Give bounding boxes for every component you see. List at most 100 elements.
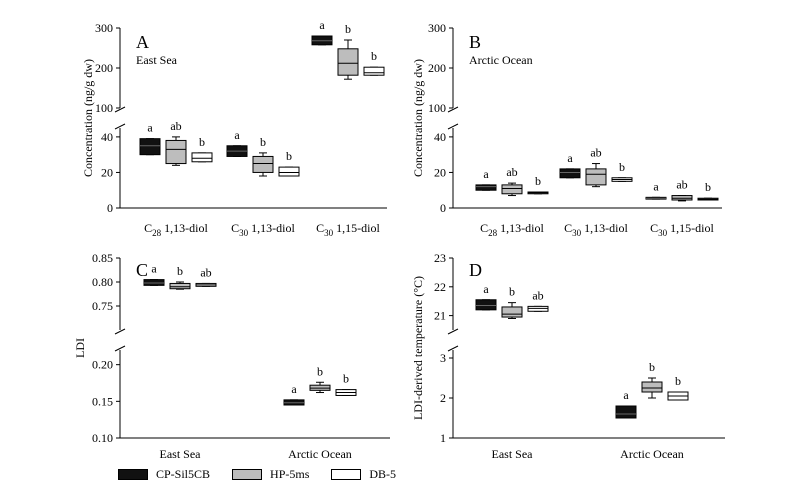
panel-a-category-label-rest: 1,15-diol bbox=[333, 221, 380, 235]
panel-a-category-label-c: C bbox=[231, 221, 239, 235]
panel-c-box-hp-5ms-significance-label: b bbox=[317, 364, 323, 378]
panel-a-box-db-5-body bbox=[363, 66, 385, 76]
legend-label-hp-5ms: HP-5ms bbox=[270, 466, 310, 481]
panel-d-box-db-5: b bbox=[667, 374, 689, 401]
panel-b-category-label: C28 1,13-diol bbox=[480, 221, 544, 238]
panel-a-category-label: C28 1,13-diol bbox=[144, 221, 208, 238]
legend: CP-Sil5CB HP-5ms DB-5 bbox=[118, 464, 418, 484]
panel-a-box-hp-5ms: ab bbox=[165, 119, 187, 166]
panel-d-letter: D bbox=[469, 260, 482, 280]
panel-a-tick-label: 40 bbox=[101, 130, 113, 144]
panel-a-box-cp-sil5cb-significance-label: a bbox=[319, 18, 325, 32]
panel-d-tick-label: 1 bbox=[440, 431, 446, 445]
panel-c-box-cp-sil5cb: a bbox=[283, 382, 305, 406]
panel-b-box-cp-sil5cb-significance-label: a bbox=[483, 167, 489, 181]
panel-d-box-cp-sil5cb-significance-label: a bbox=[483, 282, 489, 296]
panel-a-box-cp-sil5cb-significance-label: a bbox=[234, 128, 240, 142]
panel-b-category-label-rest: 1,13-diol bbox=[497, 221, 544, 235]
panel-a-box-db-5-body bbox=[191, 152, 213, 163]
panel-a-category-label-sub: 30 bbox=[239, 228, 249, 238]
panel-b: 100 200 300 0 20 40 Concentration (ng/g dw) BAr… bbox=[411, 21, 722, 238]
panel-c-box-cp-sil5cb-significance-label: a bbox=[151, 262, 157, 276]
panel-c-letter: C bbox=[136, 260, 148, 280]
panel-c-tick-label: 0.80 bbox=[92, 275, 113, 289]
panel-d-box-hp-5ms-significance-label: b bbox=[509, 285, 515, 299]
panel-a-box-hp-5ms-body bbox=[252, 155, 274, 173]
panel-b-box-cp-sil5cb-body bbox=[559, 168, 581, 179]
panel-c-box-cp-sil5cb: a bbox=[143, 262, 165, 286]
panel-b-category-label-sub: 28 bbox=[488, 228, 498, 238]
panel-b-axis-break-mark bbox=[447, 123, 459, 130]
panel-d-box-cp-sil5cb: a bbox=[615, 388, 637, 419]
panel-a-box-cp-sil5cb: a bbox=[139, 121, 161, 156]
panel-c-box-db-5: b bbox=[335, 372, 357, 396]
panel-d-tick-label: 23 bbox=[434, 251, 446, 265]
panel-b-box-hp-5ms-significance-label: ab bbox=[506, 165, 517, 179]
panel-b-box-cp-sil5cb: a bbox=[475, 167, 497, 191]
panel-d-box-cp-sil5cb-body bbox=[475, 299, 497, 311]
legend-label-cp-sil5cb: CP-Sil5CB bbox=[156, 466, 211, 481]
panel-a-tick-label: 300 bbox=[95, 21, 113, 35]
panel-d-box-cp-sil5cb-significance-label: a bbox=[623, 388, 629, 402]
panel-b-box-hp-5ms: ab bbox=[671, 178, 693, 202]
panel-c-tick-label: 0.10 bbox=[92, 431, 113, 445]
panel-d-tick-label: 3 bbox=[440, 351, 446, 365]
panel-b-box-cp-sil5cb-significance-label: a bbox=[653, 179, 659, 193]
legend-label-db-5: DB-5 bbox=[369, 466, 397, 481]
panel-d-tick-label: 21 bbox=[434, 309, 446, 323]
panel-d-box-hp-5ms-body bbox=[501, 306, 523, 318]
panel-b-tick-label: 40 bbox=[434, 130, 446, 144]
panel-c-box-db-5: ab bbox=[195, 265, 217, 287]
panel-d-box-db-5-significance-label: ab bbox=[532, 288, 543, 302]
legend-item-db-5: DB-5 bbox=[331, 467, 396, 482]
panel-a-box-cp-sil5cb: a bbox=[226, 128, 248, 157]
panel-b-category-label-rest: 1,15-diol bbox=[667, 221, 714, 235]
panel-b-box-db-5-significance-label: b bbox=[535, 174, 541, 188]
panel-d-category-label: East Sea bbox=[492, 447, 534, 461]
panel-d-box-db-5-significance-label: b bbox=[675, 374, 681, 388]
legend-item-cp-sil5cb: CP-Sil5CB bbox=[118, 467, 210, 482]
panel-c-box-hp-5ms: b bbox=[309, 364, 331, 394]
panel-a-box-db-5-significance-label: b bbox=[199, 135, 205, 149]
panel-a-box-hp-5ms-body bbox=[165, 139, 187, 165]
panel-b-tick-label: 100 bbox=[428, 101, 446, 115]
panel-b-box-hp-5ms-significance-label: ab bbox=[676, 178, 687, 192]
panel-a-category-label-rest: 1,13-diol bbox=[248, 221, 295, 235]
panel-b-box-hp-5ms-body bbox=[501, 184, 523, 195]
panel-a-box-db-5: b bbox=[278, 149, 300, 177]
panel-b-box-db-5: b bbox=[611, 160, 633, 182]
panel-d-tick-label: 22 bbox=[434, 280, 446, 294]
panel-b-box-hp-5ms-significance-label: ab bbox=[590, 146, 601, 160]
panel-d-box-hp-5ms: b bbox=[501, 285, 523, 319]
panel-a: 100 200 300 0 20 40 Concentration (ng/g dw) AEa… bbox=[81, 18, 387, 238]
legend-swatch-hp-5ms bbox=[232, 468, 263, 480]
panel-b-box-cp-sil5cb-significance-label: a bbox=[567, 151, 573, 165]
panel-c-axis-break-mark bbox=[114, 345, 126, 352]
panel-b-box-db-5: b bbox=[697, 180, 719, 201]
panel-b-category-label-c: C bbox=[480, 221, 488, 235]
panel-b-tick-label: 200 bbox=[428, 61, 446, 75]
panel-c-category-label: East Sea bbox=[160, 447, 202, 461]
panel-a-tick-label: 20 bbox=[101, 165, 113, 179]
panel-d-box-cp-sil5cb-body bbox=[615, 405, 637, 419]
panel-b-box-db-5-significance-label: b bbox=[705, 180, 711, 194]
panel-c-tick-label: 0.20 bbox=[92, 358, 113, 372]
panel-b-category-label-sub: 30 bbox=[658, 228, 668, 238]
legend-swatch-cp-sil5cb bbox=[118, 468, 148, 480]
panel-b-y-axis-label: Concentration (ng/g dw) bbox=[411, 59, 425, 177]
panel-b-box-cp-sil5cb-body bbox=[475, 184, 497, 191]
panel-a-box-hp-5ms: b bbox=[337, 22, 359, 80]
panel-c-box-hp-5ms-significance-label: b bbox=[177, 264, 183, 278]
panel-b-box-hp-5ms-body bbox=[585, 168, 607, 186]
panel-c-category-label: Arctic Ocean bbox=[288, 447, 352, 461]
panel-b-box-db-5: b bbox=[527, 174, 549, 195]
panel-a-category-label-rest: 1,13-diol bbox=[161, 221, 208, 235]
panel-a-box-cp-sil5cb: a bbox=[311, 18, 333, 46]
panel-b-tick-label: 20 bbox=[434, 165, 446, 179]
panel-d-y-axis-label: LDI-derived temperature (°C) bbox=[411, 276, 425, 420]
panel-a-category-label-c: C bbox=[144, 221, 152, 235]
panel-a-y-axis-label: Concentration (ng/g dw) bbox=[81, 59, 95, 177]
panel-a-box-db-5-significance-label: b bbox=[286, 149, 292, 163]
